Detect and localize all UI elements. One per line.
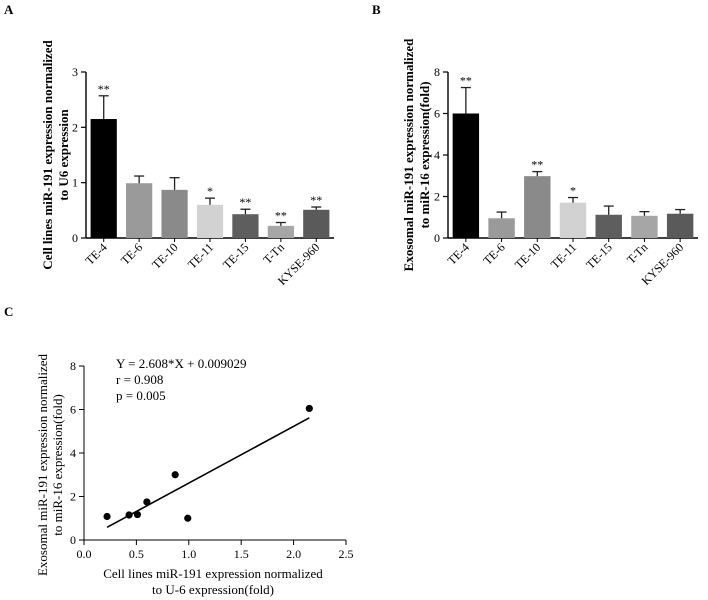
panel-a-plot: 0 1 2 3 ** TE-4 TE-6 TE-10 * TE-11 ** TE-15 ** T-Tn **… <box>72 65 334 288</box>
panel-b-ytick-label: 0 <box>434 231 440 245</box>
panel-a-bar <box>161 189 188 238</box>
panel-a-bar <box>232 214 259 238</box>
panel-c-ytick-label: 2 <box>70 490 76 504</box>
panel-a-bar <box>303 209 330 238</box>
panel-b-letter: B <box>372 2 381 17</box>
panel-c-xtick-label: 1.5 <box>234 547 249 561</box>
panel-c-data-point <box>171 471 179 479</box>
panel-b-ylabel-line2: to miR-16 expression(fold) <box>417 81 432 228</box>
panel-c-letter: C <box>4 304 13 319</box>
panel-c-data-point <box>305 404 313 413</box>
panel-b-category-label: TE-15 <box>583 240 615 272</box>
panel-b-category-label: T-Tn <box>624 240 651 267</box>
panel-b-category-label: TE-6 <box>480 240 507 267</box>
panel-b-category-label: TE-4 <box>445 240 472 267</box>
panel-a-ytick-label: 2 <box>72 120 78 134</box>
panel-c-xlabel-line2: to U-6 expression(fold) <box>152 582 274 597</box>
panel-b: B Exosomal miR-191 expression normalized… <box>372 2 698 288</box>
panel-c-xtick-label: 0.5 <box>129 547 144 561</box>
panel-a-ytick-label: 3 <box>72 65 78 79</box>
panel-c-ytick-label: 6 <box>70 403 76 417</box>
panel-a-category-label: TE-10 <box>149 240 181 272</box>
panel-a-significance-label: ** <box>310 193 322 207</box>
panel-c-data-point <box>143 498 151 506</box>
panel-a-significance-label: ** <box>239 195 251 209</box>
panel-b-ytick-label: 6 <box>434 107 440 121</box>
panel-b-significance-label: * <box>570 184 576 198</box>
panel-c-xlabel-line1: Cell lines miR-191 expression normalized <box>103 566 323 581</box>
panel-c-ytick-label: 8 <box>70 359 76 373</box>
panel-b-ytick-label: 2 <box>434 190 440 204</box>
panel-b-bar <box>666 213 694 238</box>
panel-a-letter: A <box>4 2 14 17</box>
panel-a-ylabel-line1: Cell lines miR-191 expression normalized <box>40 40 55 270</box>
panel-a-significance-label: ** <box>98 82 110 96</box>
panel-c-ylabel-line2: to miR-16 expression(fold) <box>50 394 65 536</box>
panel-a-ytick-label: 1 <box>72 176 78 190</box>
panel-b-bar <box>524 176 551 238</box>
panel-c-xtick-label: 2.0 <box>286 547 301 561</box>
panel-b-bar <box>631 215 658 238</box>
correlation-r: r = 0.908 <box>116 372 163 387</box>
panel-c-data-point <box>184 514 192 522</box>
panel-c-regression-line <box>106 417 310 529</box>
panel-a-category-label: TE-6 <box>118 240 145 267</box>
panel-a-category-label: TE-4 <box>83 240 110 267</box>
panel-a-bar <box>196 204 224 238</box>
panel-c-ylabel-line1: Exosomal miR-191 expression normalized <box>35 353 50 576</box>
panel-b-category-label: TE-11 <box>548 240 579 271</box>
panel-c-xtick-label: 0.0 <box>77 547 92 561</box>
panel-b-category-label: TE-10 <box>512 240 544 272</box>
panel-b-significance-label: ** <box>460 74 472 88</box>
panel-b-ytick-label: 8 <box>434 65 440 79</box>
panel-c-xtick-label: 2.5 <box>339 547 354 561</box>
panel-a-ylabel-line2: to U6 expression <box>56 108 71 200</box>
panel-a-significance-label: ** <box>275 209 287 223</box>
panel-b-ylabel-line1: Exosomal miR-191 expression normalized <box>401 38 416 271</box>
panel-a-category-label: TE-11 <box>185 240 216 271</box>
regression-equation: Y = 2.608*X + 0.009029 <box>116 356 246 371</box>
panel-a: A Cell lines miR-191 expression normaliz… <box>4 2 334 288</box>
panel-c: C Exosomal miR-191 expression normalized… <box>4 304 354 597</box>
panel-b-bar <box>595 214 622 238</box>
panel-c-data-point <box>125 511 133 519</box>
panel-a-category-label: T-Tn <box>260 240 287 267</box>
panel-c-ytick-label: 4 <box>70 446 76 460</box>
panel-a-significance-label: * <box>207 184 213 198</box>
panel-a-category-label: TE-15 <box>220 240 252 272</box>
panel-b-bar <box>488 218 515 238</box>
panel-c-plot: 0 2 4 6 8 0.0 0.5 1.0 1.5 2.0 2.5 <box>70 359 354 561</box>
panel-a-ytick-label: 0 <box>72 231 78 245</box>
p-value: p = 0.005 <box>116 388 166 403</box>
panel-b-bar <box>559 202 587 238</box>
panel-b-bar <box>452 113 480 238</box>
panel-c-data-point <box>103 512 111 521</box>
panel-a-bar <box>126 183 153 238</box>
panel-a-bar <box>90 119 117 238</box>
panel-a-bar <box>267 225 294 238</box>
panel-c-data-point <box>133 510 142 519</box>
panel-b-significance-label: ** <box>531 158 543 172</box>
panel-b-ytick-label: 4 <box>434 148 440 162</box>
panel-c-xtick-label: 1.0 <box>181 547 196 561</box>
panel-c-ytick-label: 0 <box>70 533 76 547</box>
